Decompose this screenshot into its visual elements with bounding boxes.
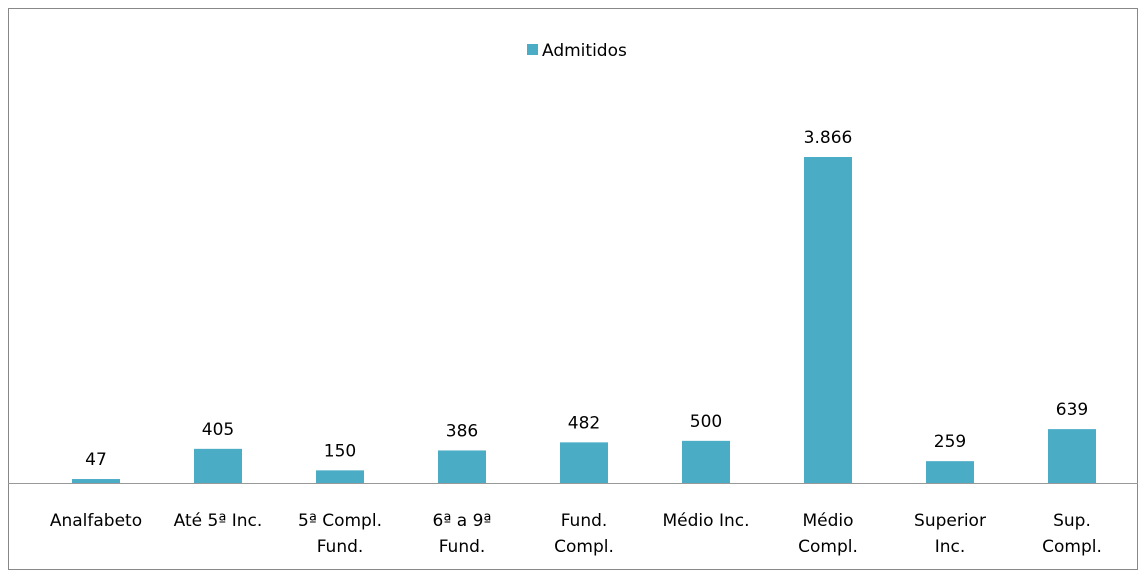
x-tick-label: 5ª Compl. Fund. xyxy=(298,511,382,557)
data-label: 500 xyxy=(690,412,722,432)
bar xyxy=(316,470,364,483)
legend-label: Admitidos xyxy=(542,41,627,61)
data-label: 47 xyxy=(85,450,107,470)
chart-frame xyxy=(8,8,1138,570)
bar xyxy=(194,448,242,483)
data-label: 405 xyxy=(202,420,234,440)
x-tick-label: Sup. Compl. xyxy=(1042,511,1102,557)
data-label: 386 xyxy=(446,421,478,441)
data-label: 259 xyxy=(934,432,966,452)
bar xyxy=(804,157,852,483)
data-label: 639 xyxy=(1056,400,1088,420)
x-tick-label: 6ª a 9ª Fund. xyxy=(432,511,492,557)
bar xyxy=(72,479,120,483)
x-tick-label: Médio Inc. xyxy=(662,511,750,531)
data-label: 3.866 xyxy=(804,128,853,148)
bar xyxy=(1048,429,1096,483)
bar xyxy=(438,450,486,483)
bar xyxy=(682,440,730,483)
x-tick-label: Até 5ª Inc. xyxy=(173,511,263,531)
bar xyxy=(560,442,608,483)
data-label: 150 xyxy=(324,441,356,461)
x-tick-label: Analfabeto xyxy=(49,511,143,531)
legend-swatch xyxy=(527,44,538,55)
x-tick-label: Fund. Compl. xyxy=(554,511,614,557)
data-label: 482 xyxy=(568,413,600,433)
bar xyxy=(926,461,974,483)
x-tick-label: Médio Compl. xyxy=(798,511,858,557)
x-tick-label: Superior Inc. xyxy=(914,511,986,557)
